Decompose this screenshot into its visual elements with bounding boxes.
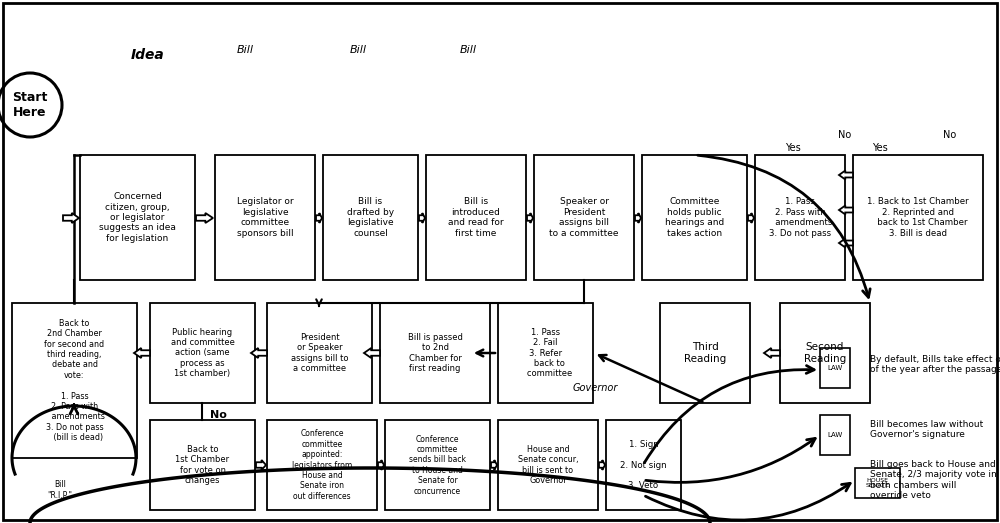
Text: Conference
committee
sends bill back
to House and
Senate for
concurrence: Conference committee sends bill back to … (409, 435, 466, 495)
FancyArrow shape (256, 460, 266, 470)
FancyBboxPatch shape (498, 420, 598, 510)
Text: Bill
"R.I.P.": Bill "R.I.P." (48, 480, 72, 499)
FancyBboxPatch shape (534, 155, 634, 280)
FancyBboxPatch shape (426, 155, 526, 280)
FancyBboxPatch shape (820, 348, 850, 388)
Text: 1. Back to 1st Chamber
2. Reprinted and
   back to 1st Chamber
3. Bill is dead: 1. Back to 1st Chamber 2. Reprinted and … (867, 197, 969, 237)
FancyArrow shape (364, 348, 380, 358)
Text: Conference
committee
appointed:
legislators from
House and
Senate iron
out diffe: Conference committee appointed: legislat… (292, 429, 352, 501)
Text: LAW: LAW (827, 365, 843, 371)
Text: No: No (210, 410, 226, 420)
FancyBboxPatch shape (606, 420, 681, 510)
FancyArrow shape (134, 348, 150, 358)
FancyArrow shape (316, 213, 322, 223)
FancyArrow shape (764, 348, 780, 358)
Text: Yes: Yes (785, 143, 801, 153)
FancyArrow shape (635, 213, 641, 223)
FancyArrow shape (63, 213, 79, 223)
FancyArrow shape (491, 460, 497, 470)
FancyBboxPatch shape (215, 155, 315, 280)
Text: Yes: Yes (872, 143, 888, 153)
Text: Back to
1st Chamber
for vote on
changes: Back to 1st Chamber for vote on changes (175, 445, 230, 485)
FancyBboxPatch shape (855, 468, 900, 498)
FancyBboxPatch shape (12, 303, 137, 458)
Text: Bill becomes law without
Governor's signature: Bill becomes law without Governor's sign… (870, 420, 983, 439)
FancyBboxPatch shape (267, 303, 372, 403)
FancyArrow shape (839, 206, 853, 214)
Text: Legislator or
legislative
committee
sponsors bill: Legislator or legislative committee spon… (237, 197, 293, 237)
FancyArrow shape (839, 170, 853, 179)
FancyArrow shape (748, 213, 754, 223)
FancyArrow shape (599, 460, 605, 470)
Text: Second
Reading: Second Reading (804, 342, 846, 364)
Text: HOUSE
SENATE: HOUSE SENATE (866, 477, 890, 488)
Text: 1. Pass
2. Fail
3. Refer
   back to
   committee: 1. Pass 2. Fail 3. Refer back to committ… (519, 328, 572, 378)
FancyBboxPatch shape (820, 415, 850, 455)
FancyBboxPatch shape (380, 303, 490, 403)
FancyBboxPatch shape (642, 155, 747, 280)
Text: 1. Sign

2. Not sign

3. Veto: 1. Sign 2. Not sign 3. Veto (620, 440, 667, 490)
FancyBboxPatch shape (498, 303, 593, 403)
Text: President
or Speaker
assigns bill to
a committee: President or Speaker assigns bill to a c… (291, 333, 348, 373)
FancyArrow shape (378, 460, 384, 470)
Text: No: No (838, 130, 852, 140)
Text: Bill is passed
to 2nd
Chamber for
first reading: Bill is passed to 2nd Chamber for first … (408, 333, 462, 373)
FancyBboxPatch shape (755, 155, 845, 280)
FancyArrow shape (196, 213, 213, 223)
FancyBboxPatch shape (323, 155, 418, 280)
Text: Start
Here: Start Here (12, 91, 48, 119)
Circle shape (0, 73, 62, 137)
Text: House and
Senate concur,
bill is sent to
Governor: House and Senate concur, bill is sent to… (518, 445, 578, 485)
Text: No: No (943, 130, 957, 140)
Text: Bill: Bill (237, 45, 254, 55)
Text: Bill goes back to House and
Senate, 2/3 majority vote in
both chambers will
over: Bill goes back to House and Senate, 2/3 … (870, 460, 997, 500)
Text: Speaker or
President
assigns bill
to a committee: Speaker or President assigns bill to a c… (549, 197, 619, 237)
Text: Concerned
citizen, group,
or legislator
suggests an idea
for legislation: Concerned citizen, group, or legislator … (99, 192, 176, 243)
FancyBboxPatch shape (780, 303, 870, 403)
FancyArrow shape (251, 348, 267, 358)
Text: Committee
holds public
hearings and
takes action: Committee holds public hearings and take… (665, 197, 724, 237)
FancyBboxPatch shape (853, 155, 983, 280)
FancyBboxPatch shape (150, 420, 255, 510)
FancyArrow shape (419, 213, 425, 223)
FancyBboxPatch shape (80, 155, 195, 280)
Text: Bill: Bill (460, 45, 477, 55)
Text: Bill is
drafted by
legislative
counsel: Bill is drafted by legislative counsel (347, 197, 394, 237)
FancyArrow shape (527, 213, 533, 223)
Text: 1. Pass
2. Pass with
   amendments
3. Do not pass: 1. Pass 2. Pass with amendments 3. Do no… (767, 197, 833, 237)
FancyArrow shape (839, 238, 853, 247)
Text: Public hearing
and committee
action (same
process as
1st chamber): Public hearing and committee action (sam… (171, 328, 234, 378)
Text: Bill: Bill (350, 45, 366, 55)
FancyBboxPatch shape (150, 303, 255, 403)
FancyBboxPatch shape (267, 420, 377, 510)
Text: LAW: LAW (827, 432, 843, 438)
Text: Governor: Governor (572, 383, 618, 393)
Text: Third
Reading: Third Reading (684, 342, 726, 364)
FancyBboxPatch shape (385, 420, 490, 510)
Text: Bill is
introduced
and read for
first time: Bill is introduced and read for first ti… (448, 197, 504, 237)
Text: Back to
2nd Chamber
for second and
third reading,
debate and
vote:

1. Pass
2. P: Back to 2nd Chamber for second and third… (44, 319, 105, 442)
FancyBboxPatch shape (660, 303, 750, 403)
Text: Idea: Idea (131, 48, 165, 62)
Text: By default, Bills take effect on January 1st
of the year after the passage of th: By default, Bills take effect on January… (870, 355, 1000, 374)
